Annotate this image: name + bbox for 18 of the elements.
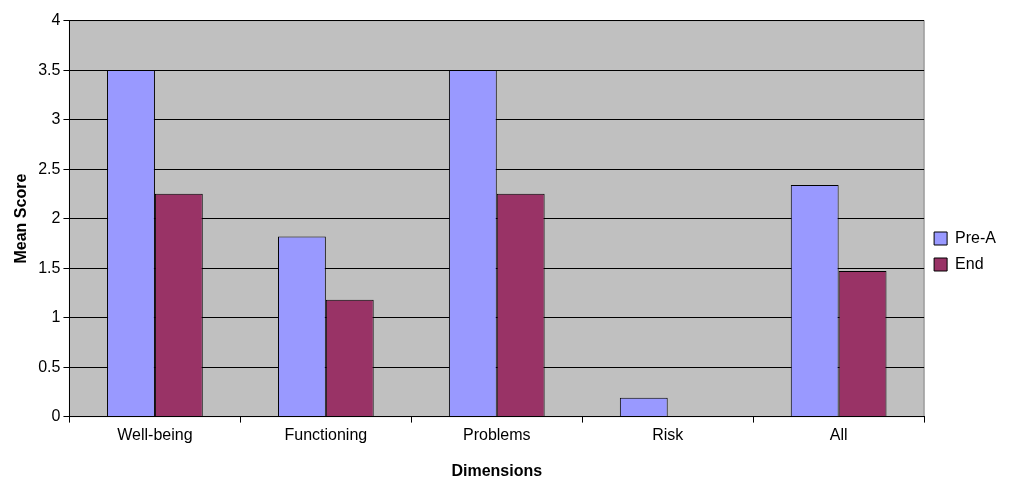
y-axis-title: Mean Score — [12, 173, 30, 264]
legend-label: Pre-A — [955, 228, 997, 246]
legend-label: End — [955, 254, 984, 272]
x-tick-label: Problems — [462, 425, 531, 443]
y-tick-label: 4 — [51, 11, 61, 29]
y-tick-label: 0 — [51, 407, 61, 425]
x-tick-label: Risk — [652, 425, 685, 443]
x-tick-label: All — [829, 425, 848, 443]
y-tick-label: 3.5 — [38, 60, 61, 78]
y-tick-label: 2.5 — [38, 159, 61, 177]
x-tick-label: Functioning — [284, 425, 368, 443]
y-tick-label: 1.5 — [38, 258, 61, 276]
y-tick-label: 0.5 — [38, 357, 61, 375]
y-tick-label: 1 — [51, 308, 61, 326]
x-tick-label: Well-being — [117, 425, 193, 443]
y-tick-label: 2 — [51, 209, 61, 227]
y-tick-label: 3 — [51, 110, 61, 128]
x-axis-title: Dimensions — [451, 461, 543, 479]
